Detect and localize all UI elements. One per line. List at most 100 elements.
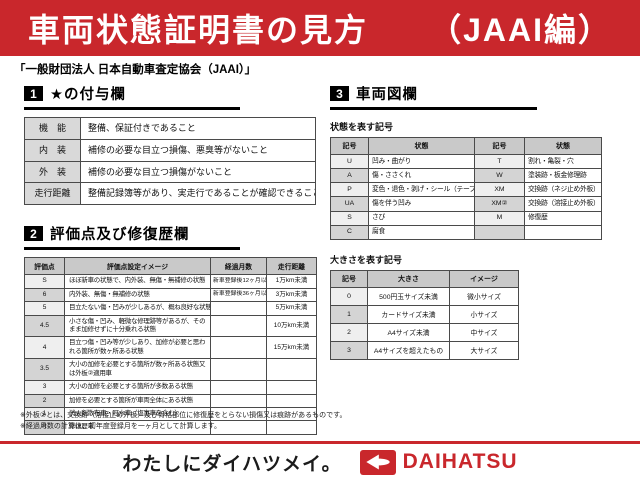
- daihatsu-wordmark: DAIHATSU: [402, 450, 518, 473]
- evaluation-table: 評価点 評価点設定イメージ 経過月数 走行距離 S ほぼ新車の状態で、内外装、無…: [24, 257, 317, 435]
- eval-image: 目立たない傷・凹みが少しあるが、概ね良好な状態: [64, 301, 211, 316]
- column-header: 大きさ: [367, 269, 450, 288]
- footer: わたしにダイハツメイ。 DAIHATSU: [0, 445, 640, 479]
- column-header: 評価点: [24, 257, 65, 276]
- table-row: U 凹み・曲がり T 割れ・亀裂・穴: [330, 153, 602, 170]
- eval-score: 1: [24, 406, 65, 422]
- table-header-row: 記号 大きさ イメージ: [330, 269, 519, 288]
- eval-mileage: [266, 380, 317, 395]
- size-image: 微小サイズ: [449, 286, 519, 306]
- column-header: 状態: [368, 137, 475, 155]
- table-row: 内 装 補修の必要な目立つ損傷、悪臭等がないこと: [24, 138, 316, 162]
- table-row: 1 消火剤散布車・冠水車（塩害車を含む）: [24, 406, 317, 422]
- size-symbol: 3: [330, 340, 368, 360]
- eval-image: 修復歴車: [64, 420, 211, 435]
- eval-image: 加修を必要とする箇所が車両全体にある状態: [64, 393, 211, 409]
- eval-mileage: [266, 358, 317, 382]
- eval-months: [210, 380, 267, 395]
- eval-months: [210, 393, 267, 409]
- section3-number-badge: 3: [330, 86, 349, 101]
- page-header: 車両状態証明書の見方 （JAAI編）: [0, 0, 640, 56]
- table-row: 機 能 整備、保証付きであること: [24, 117, 316, 140]
- condition-symbol: W: [474, 168, 525, 184]
- condition-state: 腐食: [368, 224, 475, 240]
- size-value: 500円玉サイズ未満: [367, 286, 450, 306]
- condition-state: 傷・ささくれ: [368, 168, 475, 184]
- section3-header: 3 車両図欄: [330, 83, 537, 110]
- page-title-edition: （JAAI編）: [429, 12, 612, 48]
- table-row: R 修復歴車: [24, 420, 317, 435]
- criteria-label: 内 装: [24, 138, 81, 162]
- right-column: 3 車両図欄 状態を表す記号 記号 状態 記号 状態 U 凹み・曲がり T 割れ…: [330, 83, 608, 360]
- table-row: 2 A4サイズ未満 中サイズ: [330, 322, 519, 342]
- condition-state: 傷を伴う凹み: [368, 196, 475, 212]
- condition-symbol: UA: [330, 196, 369, 212]
- table-row: 5 目立たない傷・凹みが少しあるが、概ね良好な状態 5万km未満: [24, 301, 317, 316]
- section1-title: ★の付与欄: [50, 87, 126, 103]
- column-header: イメージ: [449, 269, 519, 288]
- eval-mileage: 10万km未満: [266, 314, 317, 338]
- condition-symbol: XM: [474, 182, 525, 198]
- criteria-label: 外 装: [24, 160, 81, 184]
- criteria-label: 機 能: [24, 117, 81, 140]
- table-row: 1 カードサイズ未満 小サイズ: [330, 304, 519, 324]
- table-row: P 変色・退色・剥げ・シール（テープ）跡 XM 交換跡（ネジ止め外板）: [330, 182, 602, 198]
- criteria-description: 整備、保証付きであること: [80, 117, 316, 140]
- criteria-description: 補修の必要な目立つ損傷がないこと: [80, 160, 316, 184]
- eval-image: 大小の加修を必要とする箇所が多数ある状態: [64, 380, 211, 395]
- eval-score: 5: [24, 301, 65, 316]
- condition-symbol: [474, 224, 525, 240]
- table-row: 外 装 補修の必要な目立つ損傷がないこと: [24, 160, 316, 184]
- eval-months: [210, 301, 267, 316]
- size-table-caption: 大きさを表す記号: [330, 254, 403, 265]
- eval-mileage: 1万km未満: [266, 274, 317, 289]
- condition-symbol: M: [474, 210, 525, 226]
- eval-score: 6: [24, 287, 65, 303]
- condition-state: [524, 224, 602, 240]
- column-header: 記号: [474, 137, 525, 155]
- footnote-elapsed-months: ※経過月数の計算は、初年度登録月を一ヶ月として計算します。: [20, 422, 221, 430]
- size-value: A4サイズ未満: [367, 322, 450, 342]
- section1-number-badge: 1: [24, 86, 43, 101]
- column-header: 経過月数: [210, 257, 267, 276]
- left-column: 1 ★の付与欄 機 能 整備、保証付きであること 内 装 補修の必要な目立つ損傷…: [24, 83, 317, 435]
- column-header: 状態: [524, 137, 602, 155]
- size-image: 大サイズ: [449, 340, 519, 360]
- eval-months: 新車登録後36ヶ月以内: [210, 287, 267, 303]
- condition-symbol: A: [330, 168, 369, 184]
- eval-score: 2: [24, 393, 65, 409]
- table-row: UA 傷を伴う凹み XM② 交換跡（溶接止め外板）: [330, 196, 602, 212]
- table-row: 走行距離 整備記録簿等があり、実走行であることが確認できること: [24, 182, 316, 206]
- eval-score: 4.5: [24, 314, 65, 338]
- condition-state: 交換跡（溶接止め外板）: [524, 196, 602, 212]
- table-header-row: 記号 状態 記号 状態: [330, 137, 602, 155]
- table-row: S ほぼ新車の状態で、内外装、無傷・無補修の状態 新車登録後12ヶ月以内 1万k…: [24, 274, 317, 289]
- condition-symbol: C: [330, 224, 369, 240]
- table-row: 3 A4サイズを超えたもの 大サイズ: [330, 340, 519, 360]
- table-row: A 傷・ささくれ W 塗装跡・板金修理跡: [330, 168, 602, 184]
- size-symbol: 1: [330, 304, 368, 324]
- eval-mileage: [266, 393, 317, 409]
- table-row: 4.5 小さな傷・凹み、軽微な修理跡等があるが、そのまま加修せずに十分乗れる状態…: [24, 314, 317, 338]
- condition-symbol: XM②: [474, 196, 525, 212]
- footnotes: ※外板②とは、交換跡（溶接止め外板）及び骨格部位に修復歴をとらない損傷又は痕跡が…: [20, 411, 490, 432]
- table-row: 0 500円玉サイズ未満 微小サイズ: [330, 286, 519, 306]
- footnote-outer-panel: ※外板②とは、交換跡（溶接止め外板）及び骨格部位に修復歴をとらない損傷又は痕跡が…: [20, 412, 347, 419]
- section2-number-badge: 2: [24, 226, 43, 242]
- condition-state: 塗装跡・板金修理跡: [524, 168, 602, 184]
- condition-symbol: P: [330, 182, 369, 198]
- star-criteria-table: 機 能 整備、保証付きであること 内 装 補修の必要な目立つ損傷、悪臭等がないこ…: [24, 117, 316, 206]
- size-value: カードサイズ未満: [367, 304, 450, 324]
- daihatsu-mark-icon: [359, 449, 396, 475]
- eval-mileage: 3万km未満: [266, 287, 317, 303]
- section2-title: 評価点及び修復歴欄: [50, 227, 190, 244]
- table-row: C 腐食: [330, 224, 602, 240]
- size-image: 小サイズ: [449, 304, 519, 324]
- table-row: 6 内外装、無傷・無補修の状態 新車登録後36ヶ月以内 3万km未満: [24, 287, 317, 303]
- criteria-description: 整備記録簿等があり、実走行であることが確認できること: [80, 182, 316, 206]
- eval-mileage: 5万km未満: [266, 301, 317, 316]
- section2-header: 2 評価点及び修復歴欄: [24, 223, 240, 251]
- size-image: 中サイズ: [449, 322, 519, 342]
- eval-image: 大小の加修を必要とする箇所が数ヶ所ある状態又は外板②適用車: [64, 358, 211, 382]
- condition-symbol: T: [474, 153, 525, 170]
